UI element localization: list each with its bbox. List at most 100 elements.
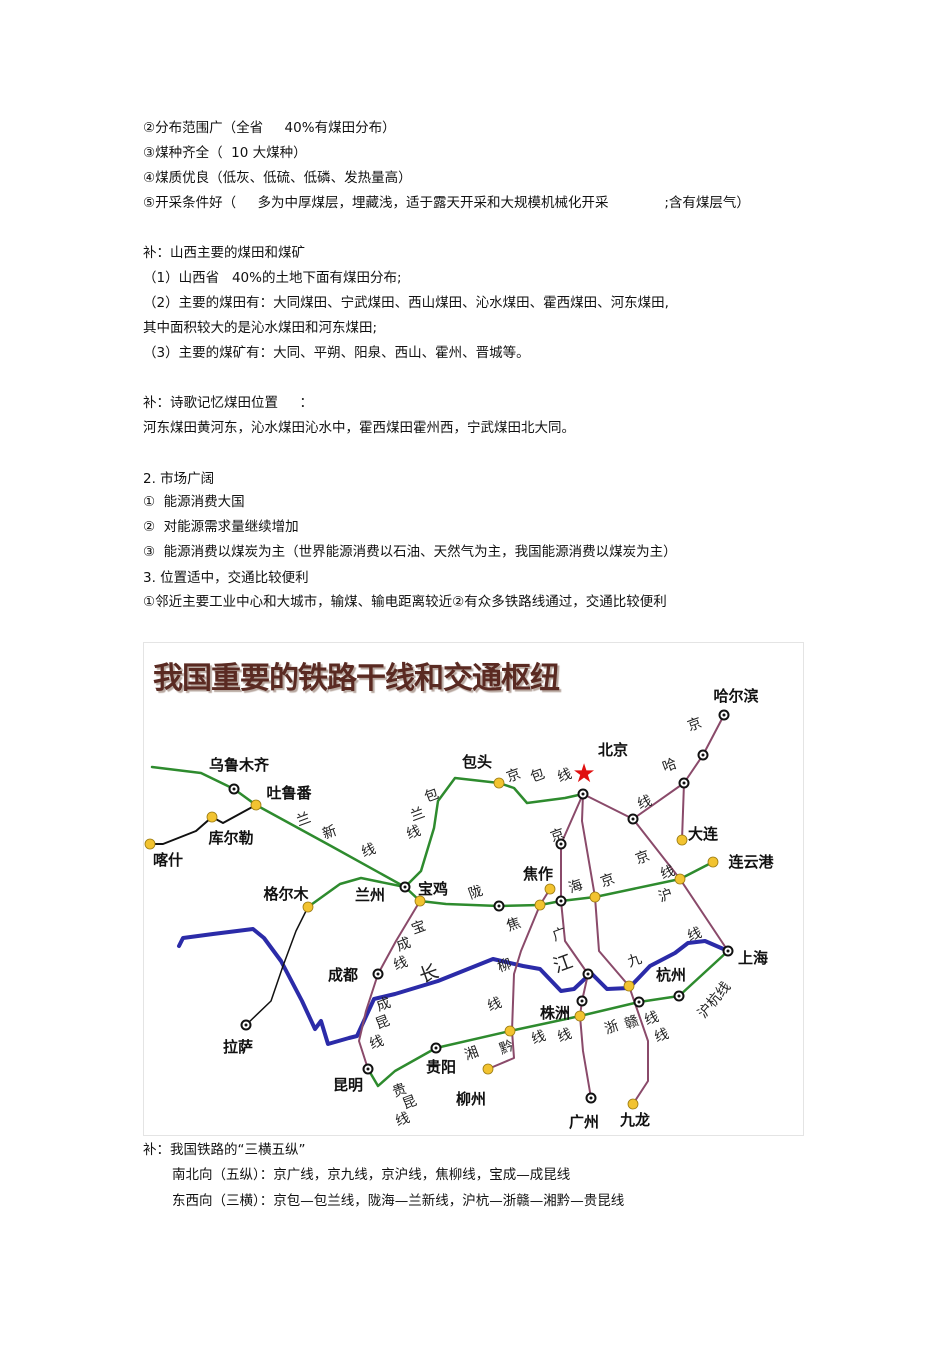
railway-line-label: 赣 [622, 1013, 641, 1033]
railway-line-label: 九 [625, 951, 644, 971]
railway-line-label: 兰 [408, 805, 427, 825]
junction-dot [555, 895, 567, 907]
railway-line-label: 线 [658, 863, 677, 883]
city-dot [482, 1063, 494, 1075]
railway-southern-xinjiang [149, 804, 257, 845]
railway-line-label: 成 [374, 995, 393, 1015]
railway-line-label: 浙 [602, 1018, 621, 1038]
railway-line-label: 线 [367, 1033, 386, 1053]
text-line: 南北向（五纵）：京广线，京九线，京沪线，焦柳线，宝成—成昆线 [172, 1167, 571, 1183]
city-label: 乌鲁木齐 [209, 756, 270, 774]
city-label: 贵阳 [426, 1058, 456, 1076]
city-dot [228, 783, 240, 795]
railway-line-label: 线 [359, 841, 378, 861]
city-label: 北京 [598, 741, 628, 759]
railway-dalian-branch [681, 782, 685, 841]
city-label: 昆明 [333, 1076, 363, 1094]
city-dot [707, 856, 719, 868]
railway-line-label: 京 [548, 826, 567, 846]
railway-line-label: 京 [504, 766, 523, 786]
railway-lanxin [150, 765, 407, 889]
city-label: 吐鲁番 [266, 784, 312, 802]
junction-dot [678, 777, 690, 789]
text-line: ②分布范围广（全省 40%有煤田分布） [143, 120, 396, 136]
text-line: 东西向（三横）：京包—包兰线，陇海—兰新线，沪杭—浙赣—湘黔—贵昆线 [172, 1193, 625, 1209]
railway-line-label: 沪杭线 [695, 979, 734, 1021]
text-line: （2）主要的煤田有：大同煤田、宁武煤田、西山煤田、沁水煤田、霍西煤田、河东煤田, [143, 295, 669, 311]
railway-line-label: 新 [320, 823, 339, 843]
station-dot [534, 899, 546, 911]
railway-line-label: 哈 [660, 756, 679, 776]
yangtze-river [177, 927, 730, 1046]
railway-jingjiu [581, 793, 649, 1105]
railway-line-label: 线 [529, 1028, 548, 1048]
capital-star-icon: ★ [572, 759, 595, 789]
railway-line-label: 线 [642, 1009, 661, 1029]
city-dot [623, 980, 635, 992]
junction-dot [555, 838, 567, 850]
text-line: 河东煤田黄河东，沁水煤田沁水中，霍西煤田霍州西，宁武煤田北大同。 [143, 420, 575, 436]
railway-line-label: 线 [652, 1026, 671, 1046]
railway-line-label: 贵 [390, 1081, 409, 1101]
city-label: 成都 [328, 966, 358, 984]
railway-line-label: 兰 [294, 810, 313, 830]
railway-line-label: 线 [555, 766, 574, 786]
city-dot [577, 788, 589, 800]
station-dot [504, 1025, 516, 1037]
railway-line-label: 海 [566, 877, 585, 897]
railway-line-label: 宝 [409, 918, 428, 938]
junction-dot [633, 996, 645, 1008]
text-line: （3）主要的煤矿有：大同、平朔、阳泉、西山、霍州、晋城等。 [143, 345, 530, 361]
section-heading: 补：诗歌记忆煤田位置 ： [143, 395, 313, 411]
railway-line-label: 京 [685, 715, 704, 735]
junction-dot [576, 995, 588, 1007]
railway-line-label: 沪 [656, 886, 675, 906]
railway-line-label: 线 [404, 823, 423, 843]
text-line: 其中面积较大的是沁水煤田和河东煤田; [143, 320, 378, 336]
city-dot [493, 777, 505, 789]
station-dot [589, 891, 601, 903]
section-heading: 2. 市场广阔 [143, 471, 215, 487]
railway-line-label: 陇 [466, 883, 485, 903]
railway-qinghai-tibet [245, 906, 309, 1026]
junction-dot [493, 900, 505, 912]
text-line: ①邻近主要工业中心和大城市，输煤、输电距离较近②有众多铁路线通过，交通比较便利 [143, 594, 667, 610]
text-line: ③ 能源消费以煤炭为主（世界能源消费以石油、天然气为主，我国能源消费以煤炭为主） [143, 544, 677, 560]
railway-line-label: 昆 [400, 1093, 419, 1113]
text-line: ① 能源消费大国 [143, 494, 245, 510]
city-label: 焦作 [522, 865, 553, 883]
city-label: 宝鸡 [418, 880, 448, 898]
railway-line-label: 包 [422, 786, 441, 806]
railway-line-label: 广 [550, 925, 569, 945]
railway-line-label: 京 [633, 848, 652, 868]
city-dot [574, 1010, 586, 1022]
railway-line-label: 黔 [497, 1038, 516, 1058]
city-label: 库尔勒 [208, 829, 253, 847]
text-line: （1）山西省 40%的土地下面有煤田分布; [143, 270, 402, 286]
railway-line-label: 成 [394, 935, 413, 955]
railway-line-label: 线 [391, 954, 410, 974]
city-dot [399, 881, 411, 893]
city-label: 哈尔滨 [713, 687, 758, 705]
railway-line-label: 线 [485, 995, 504, 1015]
city-label: 大连 [688, 825, 719, 843]
city-label: 喀什 [153, 851, 183, 869]
city-dot [206, 811, 218, 823]
section-heading: 3. 位置适中，交通比较便利 [143, 570, 309, 586]
railway-baolan-jingbao [403, 776, 585, 889]
text-line: ② 对能源需求量继续增加 [143, 519, 299, 535]
section-heading: 补：山西主要的煤田和煤矿 [143, 245, 305, 261]
city-dot [430, 1042, 442, 1054]
city-label: 上海 [738, 949, 768, 967]
city-dot [544, 883, 556, 895]
city-label: 拉萨 [223, 1038, 253, 1056]
city-label: 九龙 [619, 1111, 650, 1129]
railway-line-label: 京 [598, 871, 617, 891]
city-label: 杭州 [656, 966, 686, 984]
railway-line-label: 包 [528, 766, 547, 786]
junction-dot [627, 813, 639, 825]
junction-dot [673, 990, 685, 1002]
city-label: 连云港 [728, 853, 774, 871]
railway-line-label: 长 [416, 960, 441, 987]
